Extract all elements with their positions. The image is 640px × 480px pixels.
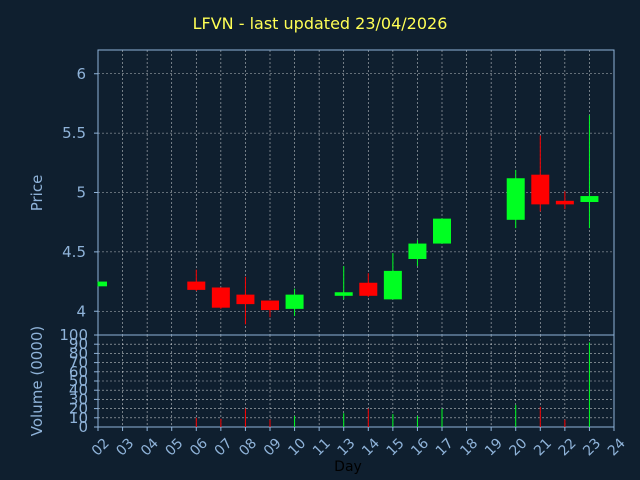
x-tick-label: 03	[113, 435, 137, 459]
x-tick-label: 13	[335, 435, 359, 459]
candle-body	[261, 300, 279, 311]
volume-bars	[195, 342, 590, 427]
candle-body	[98, 281, 107, 287]
volume-tick-label: 30	[69, 390, 88, 408]
price-y-ticks: 4 4.5 5 5.5 6	[62, 65, 98, 320]
x-tick-label: 18	[457, 435, 481, 459]
candle-body	[285, 294, 304, 309]
price-tick-label: 5.5	[62, 124, 86, 142]
x-tick-label: 07	[212, 435, 236, 459]
x-tick-label: 09	[261, 435, 285, 459]
volume-tick-label: 10	[69, 409, 88, 427]
volume-tick-label: 50	[69, 372, 88, 390]
candle-body	[211, 287, 230, 308]
x-ticks: 02 03 04 05 06 07 08 09 10 11 13 14 15 16 17 18 19 20 21 22…	[89, 427, 629, 459]
x-tick-label: 19	[482, 435, 506, 459]
chart-title: LFVN - last updated 23/04/2026	[192, 14, 448, 33]
candle-body	[383, 270, 402, 300]
x-tick-label: 05	[163, 435, 187, 459]
x-tick-label: 22	[556, 435, 580, 459]
candle-body	[187, 281, 206, 290]
x-tick-label: 23	[580, 435, 604, 459]
price-tick-label: 6	[76, 65, 86, 83]
candle-body	[236, 294, 255, 305]
candle-body	[433, 218, 451, 244]
price-tick-label: 4.5	[62, 243, 86, 261]
volume-axis-label: Volume (0000)	[28, 326, 46, 436]
x-tick-label: 14	[359, 435, 383, 459]
x-tick-label: 20	[507, 435, 531, 459]
x-tick-label: 06	[187, 435, 211, 459]
volume-tick-label: 0	[78, 418, 88, 436]
volume-tick-label: 70	[69, 354, 88, 372]
candle-body	[555, 200, 574, 205]
candle-body	[506, 178, 525, 220]
x-tick-label: 16	[408, 435, 432, 459]
price-tick-label: 4	[76, 302, 86, 320]
volume-tick-label: 40	[69, 381, 88, 399]
x-tick-label: 10	[285, 435, 309, 459]
volume-tick-label: 80	[69, 344, 88, 362]
candle-body	[359, 282, 378, 296]
candle-body	[408, 243, 427, 259]
x-tick-label: 24	[605, 435, 629, 459]
price-tick-label: 5	[76, 184, 86, 202]
volume-tick-label: 60	[69, 363, 88, 381]
volume-tick-label: 20	[69, 400, 88, 418]
x-tick-label: 04	[138, 435, 162, 459]
x-axis-label: Day	[334, 459, 362, 475]
x-tick-label: 11	[310, 435, 334, 459]
x-tick-label: 08	[236, 435, 260, 459]
volume-grid	[98, 335, 614, 427]
x-tick-label: 15	[384, 435, 408, 459]
x-tick-label: 02	[89, 435, 113, 459]
volume-tick-label: 100	[59, 326, 88, 344]
candle-body	[531, 174, 550, 205]
x-tick-label: 17	[433, 435, 457, 459]
candle-body	[580, 196, 599, 202]
volume-tick-label: 90	[69, 335, 88, 353]
x-tick-label: 21	[531, 435, 555, 459]
candles	[97, 115, 599, 325]
candle-body	[334, 292, 353, 296]
price-axis-label: Price	[28, 175, 46, 212]
